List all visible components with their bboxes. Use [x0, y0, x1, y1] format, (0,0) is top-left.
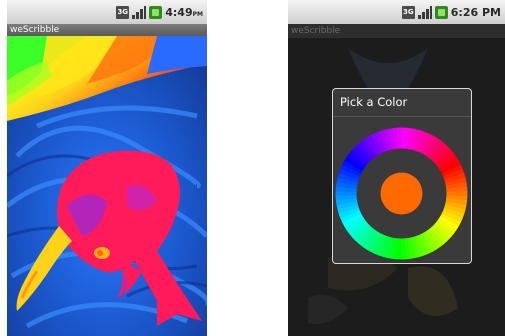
scribble-artwork: [7, 36, 207, 336]
color-picker-dialog: Pick a Color: [332, 88, 472, 264]
phone-screen-drawing: 3G 4:49PM weScribble: [7, 0, 207, 336]
hue-ring[interactable]: [335, 127, 468, 260]
clock-ampm: PM: [481, 5, 501, 19]
app-title: weScribble: [10, 25, 60, 35]
drawing-canvas[interactable]: [7, 36, 207, 336]
network-3g-icon: 3G: [116, 5, 130, 19]
signal-strength-icon: [417, 5, 432, 19]
selected-color-swatch[interactable]: [380, 172, 423, 215]
dimmed-artwork: [308, 48, 458, 324]
status-bar: 3G 4:49PM: [7, 0, 207, 24]
clock-time: 6:26: [450, 5, 479, 19]
signal-strength-icon: [132, 5, 147, 19]
battery-icon: [149, 5, 163, 19]
app-title-bar: weScribble: [7, 24, 207, 36]
clock-ampm: PM: [192, 10, 203, 18]
network-3g-icon: 3G: [401, 5, 415, 19]
status-bar: 3G 6:26 PM: [288, 0, 505, 24]
dialog-title: Pick a Color: [340, 95, 408, 109]
status-clock: 4:49PM: [165, 6, 203, 19]
app-title: weScribble: [291, 26, 341, 36]
battery-icon: [434, 5, 448, 19]
color-wheel[interactable]: [333, 125, 470, 262]
dialog-divider: [333, 116, 471, 117]
status-clock: 6:26 PM: [451, 6, 501, 19]
phone-screen-color-picker: 3G 6:26 PM weScribble Pick a Color: [288, 0, 505, 336]
clock-time: 4:49: [165, 5, 193, 19]
app-title-bar: weScribble: [288, 24, 505, 38]
